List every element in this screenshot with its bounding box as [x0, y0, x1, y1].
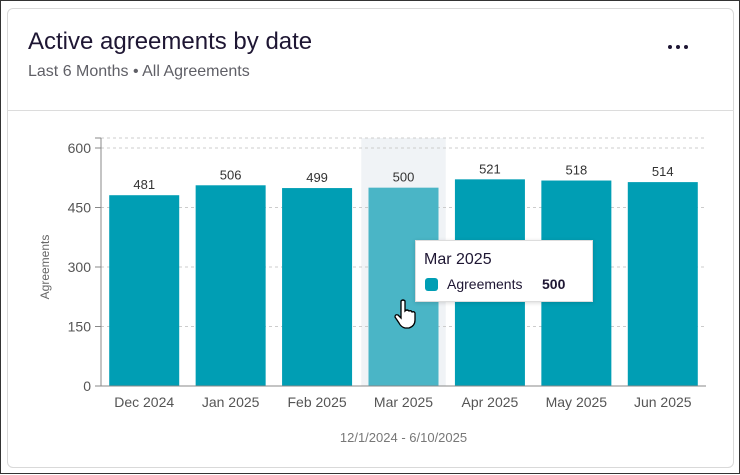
bar [195, 185, 266, 386]
data-label: 500 [393, 170, 415, 185]
tooltip-title: Mar 2025 [424, 251, 492, 268]
tooltip-value: 500 [542, 276, 566, 292]
x-tick-label: Jan 2025 [202, 394, 260, 410]
tooltip-swatch [425, 278, 438, 291]
bar [627, 182, 698, 386]
y-tick-label: 150 [68, 319, 92, 335]
x-tick-label: Mar 2025 [374, 394, 433, 410]
y-axis-label: Agreements [38, 235, 52, 300]
bar [109, 195, 180, 386]
x-tick-label: Apr 2025 [462, 394, 519, 410]
tooltip-series: Agreements [447, 276, 523, 292]
chart-title: Active agreements by date [28, 28, 313, 55]
x-tick-label: Jun 2025 [634, 394, 692, 410]
chart-card [7, 8, 734, 468]
y-tick-label: 0 [83, 378, 91, 394]
data-label: 481 [133, 177, 155, 192]
hand-cursor-icon [394, 299, 416, 329]
data-label: 506 [220, 167, 242, 182]
x-axis-label: 12/1/2024 - 6/10/2025 [340, 430, 467, 445]
x-tick-label: May 2025 [546, 394, 608, 410]
x-tick-label: Dec 2024 [114, 394, 174, 410]
bar [282, 188, 353, 386]
tooltip: Mar 2025 Agreements 500 [415, 240, 593, 302]
x-tick-label: Feb 2025 [287, 394, 346, 410]
data-label: 521 [479, 161, 501, 176]
y-tick-label: 450 [68, 200, 92, 216]
data-label: 518 [566, 163, 588, 178]
y-tick-label: 300 [68, 259, 92, 275]
divider [8, 110, 734, 111]
data-label: 499 [306, 170, 328, 185]
y-tick-label: 600 [68, 140, 92, 156]
chart-subtitle: Last 6 Months • All Agreements [28, 63, 250, 80]
more-options-icon[interactable] [664, 35, 694, 55]
data-label: 514 [652, 164, 674, 179]
